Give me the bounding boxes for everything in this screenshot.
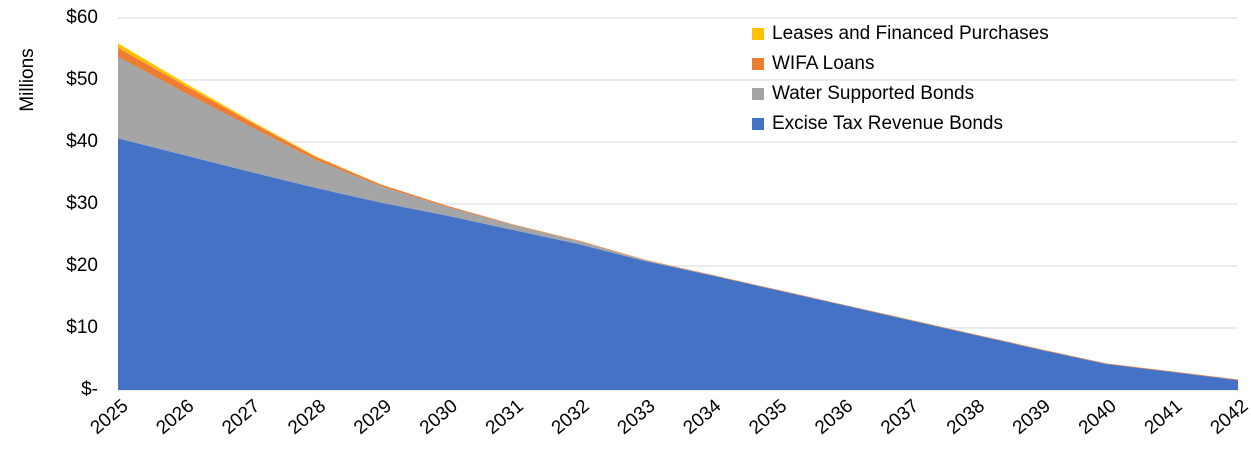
x-tick-label: 2025 [87, 396, 133, 439]
y-tick-label: $- [81, 379, 98, 400]
x-tick-label: 2039 [1009, 396, 1055, 439]
x-tick-label: 2042 [1207, 396, 1251, 439]
legend-swatch [752, 58, 764, 70]
x-tick-label: 2033 [614, 396, 660, 439]
y-tick-label: $20 [66, 255, 98, 276]
y-tick-label: $60 [66, 7, 98, 28]
legend-swatch [752, 118, 764, 130]
legend-label: Leases and Financed Purchases [772, 23, 1049, 44]
x-tick-label: 2034 [679, 395, 725, 439]
x-tick-label: 2031 [482, 396, 528, 439]
y-tick-label: $40 [66, 131, 98, 152]
x-tick-label: 2027 [218, 396, 264, 439]
legend-label: Excise Tax Revenue Bonds [772, 113, 1003, 134]
y-tick-label: $30 [66, 193, 98, 214]
y-axis-label: Millions [17, 48, 38, 111]
legend-label: Water Supported Bonds [772, 83, 974, 104]
x-tick-label: 2040 [1075, 396, 1121, 439]
area [118, 138, 1238, 390]
x-tick-label: 2032 [548, 396, 594, 439]
x-tick-label: 2026 [152, 396, 198, 439]
legend-label: WIFA Loans [772, 53, 874, 74]
x-tick-label: 2041 [1141, 396, 1187, 439]
x-tick-label: 2035 [745, 396, 791, 439]
x-tick-label: 2037 [877, 396, 923, 439]
y-tick-label: $50 [66, 69, 98, 90]
legend-swatch [752, 88, 764, 100]
x-tick-label: 2036 [811, 396, 857, 439]
x-tick-label: 2038 [943, 396, 989, 439]
y-tick-label: $10 [66, 317, 98, 338]
x-tick-label: 2028 [284, 396, 330, 439]
x-tick-label: 2030 [416, 396, 462, 439]
legend-swatch [752, 28, 764, 40]
x-tick-label: 2029 [350, 396, 396, 439]
